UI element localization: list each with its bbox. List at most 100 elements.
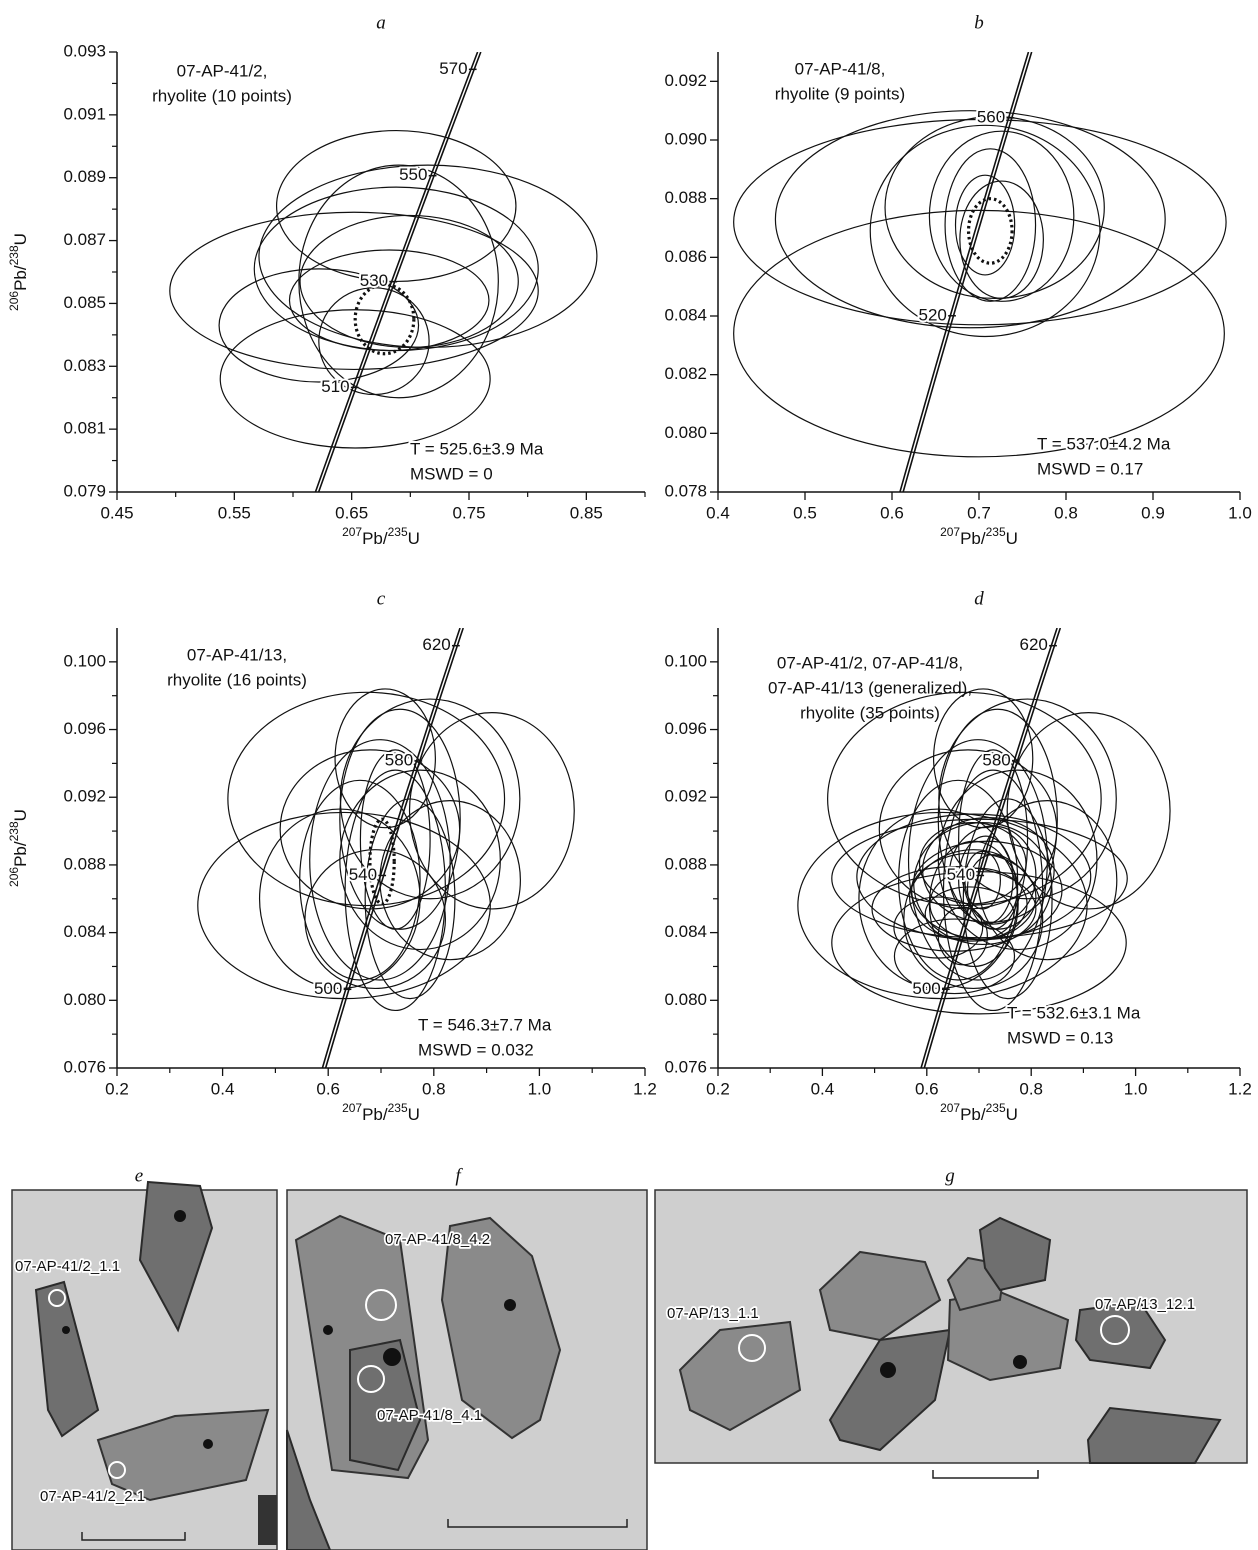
concordia-age-ellipse [355, 285, 414, 354]
x-tick-label: 0.4 [811, 1079, 835, 1098]
x-tick-label: 0.65 [335, 503, 368, 522]
y-tick-label: 0.100 [664, 651, 707, 670]
y-axis-label-part: Pb/ [11, 841, 30, 867]
sample-label: rhyolite (9 points) [775, 84, 905, 103]
page: e 07-AP-41/2_1.1 07-AP-41/2_2.1 f 07-AP-… [0, 0, 1258, 1550]
y-tick-label: 0.091 [63, 104, 106, 123]
sample-label: rhyolite (35 points) [800, 703, 940, 722]
y-axis-label: 206Pb/238U [7, 233, 30, 311]
y-tick-label: 0.096 [63, 719, 106, 738]
x-tick-label: 1.0 [528, 1079, 552, 1098]
x-axis-label-part: Pb/ [362, 529, 388, 548]
x-tick-label: 0.4 [211, 1079, 235, 1098]
x-tick-label: 0.8 [422, 1079, 446, 1098]
y-axis-label-part: U [11, 809, 30, 821]
inclusion [383, 1348, 401, 1366]
x-tick-label: 0.6 [880, 503, 904, 522]
y-tick-label: 0.081 [63, 419, 106, 438]
x-axis-label-part: U [408, 1105, 420, 1124]
sample-label: rhyolite (10 points) [152, 86, 292, 105]
y-tick-label: 0.080 [664, 990, 707, 1009]
y-tick-label: 0.089 [63, 167, 106, 186]
spot-label: 07-AP-41/8_4.2 [385, 1231, 490, 1248]
x-tick-label: 0.8 [1054, 503, 1078, 522]
y-tick-label: 0.076 [63, 1057, 106, 1076]
y-axis-label-part: U [11, 233, 30, 245]
age-label: 500 [912, 979, 940, 998]
x-tick-label: 0.45 [100, 503, 133, 522]
x-axis-label-part: 235 [388, 1101, 408, 1115]
x-axis-label: 207Pb/235U [342, 1101, 420, 1124]
y-tick-label: 0.093 [63, 41, 106, 60]
x-tick-label: 1.2 [1228, 1079, 1252, 1098]
sample-label: rhyolite (16 points) [167, 670, 307, 689]
y-tick-label: 0.082 [664, 364, 707, 383]
age-label: 570 [439, 59, 467, 78]
x-axis-label-part: Pb/ [960, 1105, 986, 1124]
age-annotation: T = 546.3±7.7 Ma [418, 1015, 552, 1034]
age-annotation: T = 537.0±4.2 Ma [1037, 434, 1171, 453]
x-axis-label: 207Pb/235U [940, 1101, 1018, 1124]
age-label: 560 [977, 107, 1005, 126]
x-axis-label-part: Pb/ [362, 1105, 388, 1124]
age-annotation: T = 525.6±3.9 Ma [410, 439, 544, 458]
age-label: 540 [947, 865, 975, 884]
sample-label: 07-AP-41/13, [187, 645, 287, 664]
inclusion [880, 1362, 896, 1378]
y-tick-label: 0.088 [664, 188, 707, 207]
inclusion [62, 1326, 70, 1334]
x-axis-label-part: U [1006, 529, 1018, 548]
x-tick-label: 1.0 [1124, 1079, 1148, 1098]
error-ellipse [277, 131, 516, 282]
inclusion [174, 1210, 186, 1222]
x-axis-label-part: 207 [940, 525, 960, 539]
error-ellipse [956, 175, 1015, 275]
panel-letter: b [974, 12, 984, 33]
age-label: 620 [1020, 635, 1048, 654]
x-axis-label: 207Pb/235U [940, 525, 1018, 548]
y-tick-label: 0.084 [664, 305, 707, 324]
panel-letter: d [974, 588, 984, 609]
x-axis-label-part: 235 [388, 525, 408, 539]
y-tick-label: 0.086 [664, 247, 707, 266]
y-tick-label: 0.084 [63, 922, 106, 941]
y-tick-label: 0.090 [664, 129, 707, 148]
y-axis-label-part: 238 [7, 245, 21, 265]
panel-letter: f [455, 1165, 463, 1186]
x-tick-label: 1.2 [633, 1079, 657, 1098]
y-tick-label: 0.092 [664, 787, 707, 806]
sample-label: 07-AP-41/8, [795, 59, 886, 78]
mswd-annotation: MSWD = 0.17 [1037, 459, 1143, 478]
x-tick-label: 0.2 [105, 1079, 129, 1098]
age-label: 520 [919, 305, 947, 324]
error-ellipse [945, 149, 1035, 302]
x-tick-label: 0.4 [706, 503, 730, 522]
spot-label: 07-AP-41/2_2.1 [40, 1488, 145, 1505]
error-ellipse [870, 125, 1100, 336]
spot-label: 07-AP/13_1.1 [667, 1305, 759, 1322]
x-tick-label: 0.6 [316, 1079, 340, 1098]
x-axis-label-part: Pb/ [960, 529, 986, 548]
x-axis-label-part: 207 [342, 1101, 362, 1115]
x-axis-label-part: U [1006, 1105, 1018, 1124]
y-tick-label: 0.083 [63, 356, 106, 375]
y-tick-label: 0.092 [63, 787, 106, 806]
age-label: 580 [982, 750, 1010, 769]
y-axis-label: 206Pb/238U [7, 809, 30, 887]
x-tick-label: 0.7 [967, 503, 991, 522]
panel-letter: e [135, 1165, 143, 1186]
image-panel-f: f 07-AP-41/8_4.2 07-AP-41/8_4.1 [287, 1165, 647, 1550]
x-axis-label-part: 235 [986, 1101, 1006, 1115]
x-axis-label-part: 235 [986, 525, 1006, 539]
crystal [258, 1495, 277, 1545]
y-tick-label: 0.088 [664, 854, 707, 873]
error-ellipse [775, 111, 1165, 328]
sample-label: 07-AP-41/2, 07-AP-41/8, [777, 653, 963, 672]
x-tick-label: 1.0 [1228, 503, 1252, 522]
y-tick-label: 0.096 [664, 719, 707, 738]
error-ellipse [885, 117, 1104, 299]
image-panel-e: e 07-AP-41/2_1.1 07-AP-41/2_2.1 [12, 1165, 277, 1550]
x-tick-label: 0.8 [1019, 1079, 1043, 1098]
x-tick-label: 0.2 [706, 1079, 730, 1098]
x-tick-label: 0.6 [915, 1079, 939, 1098]
